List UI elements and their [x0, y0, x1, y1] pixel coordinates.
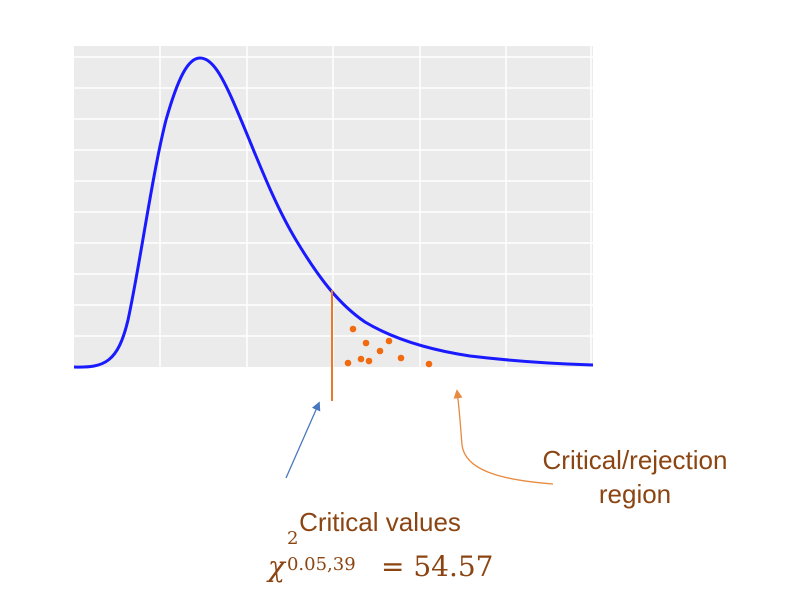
rejection-region-label-line2: region — [598, 479, 672, 509]
rejection-region-label-line1: Critical/rejection — [542, 445, 728, 475]
rejection-region-arrow — [453, 389, 554, 485]
density-curve — [73, 56, 594, 369]
critical-values-arrow — [285, 401, 321, 479]
critical-values-label: Critical values — [299, 507, 461, 537]
formula-scripts: 2 0.05,39 — [285, 528, 381, 576]
sample-point — [344, 359, 352, 367]
sample-point — [357, 355, 365, 363]
formula-superscript: 2 — [286, 528, 299, 549]
sample-point — [349, 325, 357, 333]
sample-point — [385, 337, 393, 345]
rejection-points — [344, 325, 433, 368]
formula-value: = 54.57 — [380, 550, 494, 583]
formula-chi: χ — [268, 550, 285, 583]
rejection-region-label: Critical/rejection region — [520, 443, 750, 511]
formula-subscript: 0.05,39 — [286, 554, 356, 575]
grid-lines — [74, 46, 593, 367]
sample-point — [425, 360, 433, 368]
sample-point — [376, 347, 384, 355]
critical-value-formula: χ 2 0.05,39 = 54.57 — [268, 528, 494, 583]
sample-point — [362, 339, 370, 347]
sample-point — [397, 354, 405, 362]
sample-point — [365, 357, 373, 365]
